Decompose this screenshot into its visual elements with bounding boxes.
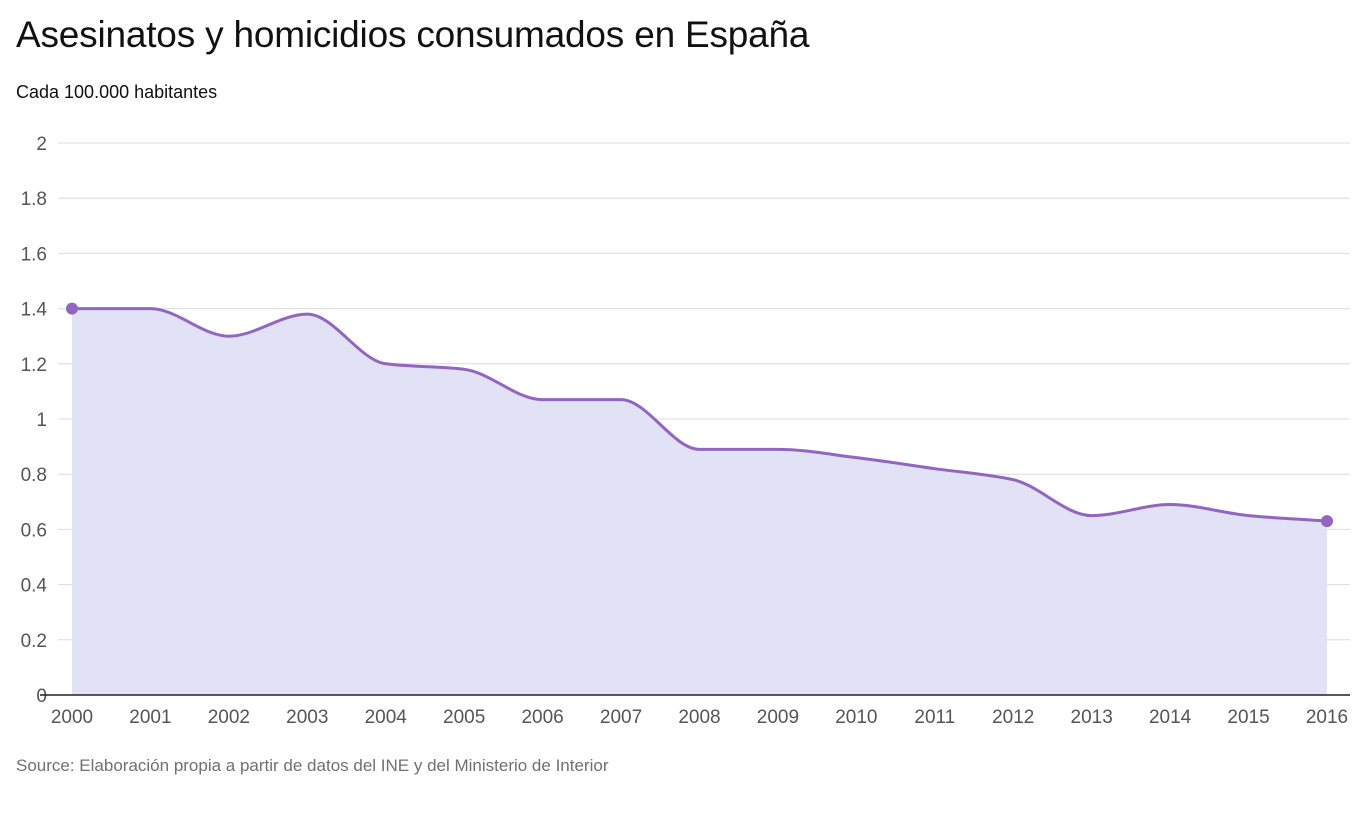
y-tick-label: 0 — [36, 686, 47, 707]
series-line — [72, 307, 1328, 523]
x-tick-label: 2001 — [129, 707, 171, 728]
x-tick-label: 2012 — [992, 707, 1034, 728]
x-tick-label: 2004 — [365, 707, 408, 728]
data-point — [1164, 499, 1176, 511]
chart-subtitle: Cada 100.000 habitantes — [16, 82, 218, 102]
y-tick-label: 0.6 — [21, 520, 47, 541]
data-point — [458, 363, 470, 375]
y-tick-label: 1.8 — [21, 189, 47, 210]
y-tick-label: 2 — [36, 134, 47, 155]
data-point — [1243, 510, 1255, 522]
data-point — [772, 443, 784, 455]
series-area — [72, 308, 1327, 695]
x-tick-label: 2010 — [835, 707, 877, 728]
x-tick-label: 2005 — [443, 707, 485, 728]
data-point — [929, 463, 941, 475]
x-tick-label: 2011 — [914, 707, 955, 728]
chart-source-note: Source: Elaboración propia a partir de d… — [16, 756, 609, 775]
x-tick-label: 2000 — [51, 707, 93, 728]
data-point — [1086, 510, 1098, 522]
chart-title: Asesinatos y homicidios consumados en Es… — [16, 14, 810, 55]
x-tick-label: 2013 — [1071, 707, 1113, 728]
data-point — [694, 443, 706, 455]
y-tick-label: 1.4 — [21, 300, 48, 321]
x-tick-label: 2003 — [286, 707, 328, 728]
data-point — [380, 358, 392, 370]
x-tick-label: 2016 — [1306, 707, 1348, 728]
y-tick-label: 1 — [36, 410, 47, 431]
x-tick-label: 2009 — [757, 707, 799, 728]
x-tick-label: 2008 — [678, 707, 720, 728]
data-point — [850, 452, 862, 464]
x-tick-label: 2007 — [600, 707, 642, 728]
data-point — [1007, 474, 1019, 486]
y-tick-label: 0.4 — [21, 576, 48, 597]
data-point — [537, 394, 549, 406]
data-point-marker-end — [1321, 515, 1333, 528]
y-tick-label: 0.8 — [21, 465, 47, 486]
y-tick-label: 1.2 — [21, 355, 47, 376]
data-point — [301, 308, 313, 320]
data-point-marker-start — [66, 302, 78, 315]
x-tick-label: 2002 — [208, 707, 250, 728]
x-tick-label: 2006 — [521, 707, 563, 728]
y-tick-label: 1.6 — [21, 244, 47, 265]
data-point — [144, 303, 156, 315]
x-tick-label: 2014 — [1149, 707, 1192, 728]
data-point — [223, 330, 235, 342]
data-point — [615, 394, 627, 406]
y-tick-label: 0.2 — [21, 631, 47, 652]
x-tick-label: 2015 — [1227, 707, 1269, 728]
